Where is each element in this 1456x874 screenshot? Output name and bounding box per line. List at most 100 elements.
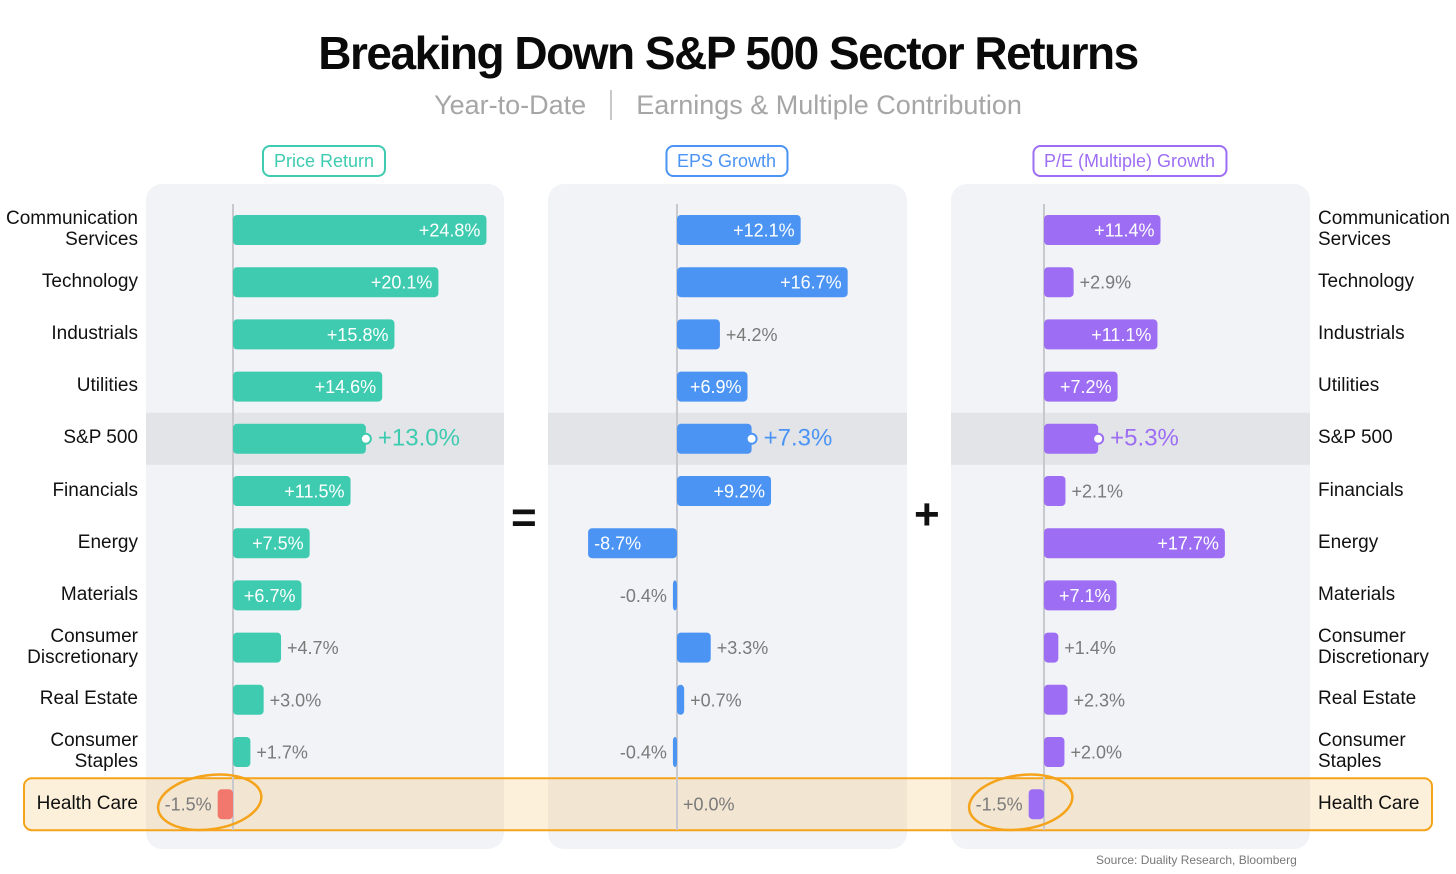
bar-pe-0 (1044, 215, 1161, 245)
chart-subtitle: Year-to-Date Earnings & Multiple Contribu… (0, 90, 1456, 121)
data-label-price-8: +4.7% (287, 638, 339, 658)
bar-pe-11 (1028, 789, 1044, 820)
data-label-eps-0: +12.1% (733, 221, 795, 241)
panel-background-price (146, 184, 504, 849)
data-label-pe-10: +2.0% (1070, 743, 1122, 763)
bar-pe-3 (1044, 371, 1118, 402)
data-label-pe-8: +1.4% (1064, 638, 1116, 658)
bar-price-3 (233, 371, 383, 402)
subtitle-left: Year-to-Date (434, 90, 587, 120)
data-label-pe-3: +7.2% (1060, 377, 1112, 397)
category-label-right: Technology (1318, 270, 1415, 292)
category-label-right: Materials (1318, 583, 1396, 605)
category-label-left: Utilities (76, 375, 138, 397)
bar-eps-4 (677, 423, 752, 454)
category-label-left: Consumer Discretionary (27, 625, 138, 668)
panel-background-pe (951, 184, 1310, 849)
bar-pe-4 (1044, 423, 1099, 454)
panel-header-pe-growth: P/E (Multiple) Growth (1031, 145, 1228, 177)
data-label-price-9: +3.0% (270, 690, 322, 710)
equals-operator: = (511, 493, 537, 542)
bar-eps-8 (677, 632, 711, 663)
data-label-price-1: +20.1% (371, 273, 433, 293)
category-label-left: Communication Services (6, 208, 138, 250)
category-label-right: Utilities (1318, 375, 1380, 397)
bar-price-4 (233, 423, 366, 454)
category-label-left: Materials (60, 583, 138, 605)
panel-header-price-return: Price Return (261, 145, 387, 177)
category-label-left: Technology (41, 270, 138, 292)
data-label-pe-11: -1.5% (976, 795, 1023, 815)
panel-header-eps-growth: EPS Growth (664, 145, 789, 177)
subtitle-divider (610, 90, 613, 120)
category-label-left: Energy (77, 531, 138, 553)
bar-price-5 (233, 476, 351, 506)
category-label-right: Energy (1318, 531, 1379, 553)
bar-price-2 (233, 319, 395, 350)
bar-pe-5 (1044, 476, 1066, 506)
data-label-eps-6: -8.7% (594, 534, 641, 554)
bar-eps-0 (677, 215, 801, 245)
data-label-pe-9: +2.3% (1074, 690, 1126, 710)
data-label-eps-5: +9.2% (713, 482, 765, 502)
data-label-price-3: +14.6% (315, 377, 377, 397)
category-label-left: Financials (52, 479, 138, 501)
category-label-right: S&P 500 (1318, 427, 1393, 449)
data-label-price-4: +13.0% (378, 424, 460, 451)
data-label-price-11: -1.5% (165, 795, 212, 815)
category-label-left: Consumer Staples (50, 730, 138, 772)
category-label-right: Industrials (1318, 322, 1405, 344)
category-label-left: Real Estate (39, 688, 138, 710)
bar-eps-7 (672, 580, 677, 611)
panel-background-eps (548, 184, 907, 849)
category-label-right: Consumer Discretionary (1318, 625, 1429, 668)
benchmark-band-pe (951, 412, 1310, 465)
bar-price-7 (233, 580, 302, 611)
bar-eps-5 (677, 476, 772, 506)
bar-pe-2 (1044, 319, 1158, 350)
bar-eps-1 (677, 267, 848, 298)
bar-eps-3 (677, 371, 748, 402)
category-label-left: Industrials (51, 322, 138, 344)
bar-pe-8 (1044, 632, 1059, 663)
bar-pe-10 (1044, 737, 1065, 767)
category-label-right: Communication Services (1318, 208, 1450, 250)
bar-eps-10 (672, 737, 677, 767)
data-label-price-6: +7.5% (252, 534, 304, 554)
data-label-eps-4: +7.3% (764, 424, 833, 451)
category-label-left: Health Care (36, 792, 138, 814)
data-label-price-2: +15.8% (327, 325, 389, 345)
bar-price-0 (233, 215, 487, 245)
health-care-circle-price (156, 773, 263, 832)
health-care-highlight-band (23, 777, 1433, 832)
benchmark-marker-price (359, 432, 372, 445)
data-label-pe-1: +2.9% (1080, 273, 1132, 293)
chart-title: Breaking Down S&P 500 Sector Returns (318, 27, 1139, 79)
data-label-price-0: +24.8% (419, 221, 481, 241)
data-label-eps-8: +3.3% (717, 638, 769, 658)
bar-pe-9 (1044, 684, 1068, 715)
data-label-pe-4: +5.3% (1110, 424, 1179, 451)
health-care-circle-pe (967, 773, 1074, 832)
benchmark-marker-pe (1092, 432, 1105, 445)
bar-price-6 (233, 528, 310, 559)
plus-operator: + (914, 490, 940, 539)
source-note: Source: Duality Research, Bloomberg (1096, 853, 1297, 867)
category-label-left: S&P 500 (63, 427, 138, 449)
bar-price-8 (233, 632, 282, 663)
data-label-eps-11: +0.0% (683, 795, 735, 815)
bar-pe-6 (1044, 528, 1225, 559)
bar-pe-7 (1044, 580, 1117, 611)
data-label-pe-7: +7.1% (1059, 586, 1111, 606)
data-label-pe-6: +17.7% (1157, 534, 1219, 554)
data-label-eps-3: +6.9% (690, 377, 742, 397)
data-label-eps-2: +4.2% (726, 325, 778, 345)
bar-price-1 (233, 267, 439, 298)
category-label-right: Financials (1318, 479, 1404, 501)
data-label-eps-1: +16.7% (780, 273, 842, 293)
bar-eps-2 (677, 319, 720, 350)
bar-price-9 (233, 684, 264, 715)
data-label-price-5: +11.5% (284, 482, 344, 502)
benchmark-marker-eps (745, 432, 758, 445)
